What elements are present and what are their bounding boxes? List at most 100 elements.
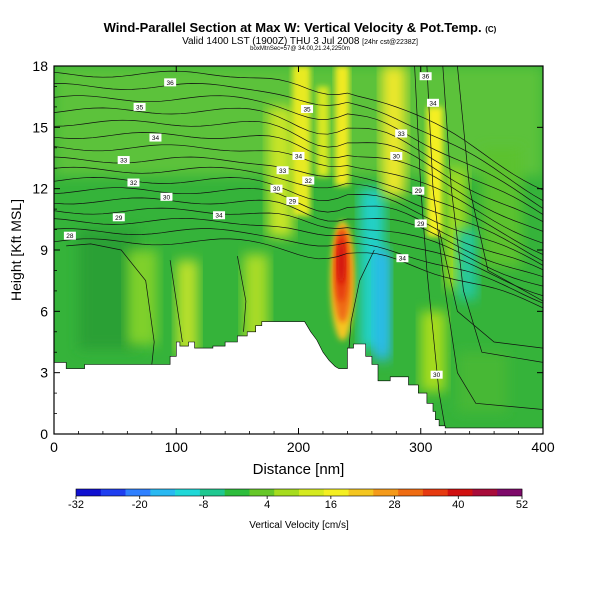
theta-label-bg: [426, 98, 439, 107]
theta-label-bg: [414, 219, 427, 228]
colorbar-tick-label: 52: [516, 499, 528, 511]
theta-label-text: 29: [415, 188, 423, 195]
field-patch-9: [335, 66, 350, 186]
colorbar-swatch: [274, 489, 300, 496]
theta-label: 29: [414, 219, 427, 228]
theta-label-bg: [390, 151, 403, 160]
theta-contour: [54, 228, 543, 304]
theta-label-text: 32: [130, 180, 138, 187]
theta-label: 34: [396, 254, 409, 263]
theta-label: 35: [301, 104, 314, 113]
theta-contour: [54, 166, 543, 262]
theta-label: 34: [149, 133, 162, 142]
theta-label-text: 34: [215, 213, 223, 220]
theta-label: 33: [117, 156, 130, 165]
x-tick-label: 200: [287, 439, 311, 455]
theta-label-text: 33: [120, 158, 128, 165]
theta-contour: [169, 260, 183, 343]
theta-label-text: 30: [273, 186, 281, 193]
colorbar-swatch: [323, 489, 349, 496]
theta-label-text: 35: [303, 106, 311, 113]
theta-label-text: 35: [136, 104, 144, 111]
theta-contour: [54, 238, 543, 309]
colorbar-swatch: [373, 489, 399, 496]
colorbar-swatch: [447, 489, 473, 496]
chart-title: Wind-Parallel Section at Max W: Vertical…: [0, 20, 600, 35]
field-patch-16: [481, 147, 522, 268]
theta-label-bg: [292, 151, 305, 160]
theta-label: 34: [213, 211, 226, 220]
y-tick-label: 15: [32, 119, 48, 135]
theta-label-text: 34: [399, 256, 407, 263]
field-patch-13: [426, 106, 443, 237]
colorbar-swatch: [175, 489, 201, 496]
theta-label: 33: [395, 129, 408, 138]
colorbar-swatch: [472, 489, 498, 496]
theta-contour: [414, 66, 446, 428]
forecast-note: [24hr cst@2238Z]: [362, 39, 418, 46]
theta-label-bg: [133, 102, 146, 111]
theta-label: 30: [430, 370, 443, 379]
colorbar: -32 -20 -8 4 16 28 40 52 Vertical Velocity [cm/s…: [68, 488, 528, 531]
theta-contours: [54, 66, 543, 428]
theta-contour: [54, 156, 543, 255]
x-tick-label: 300: [409, 439, 433, 455]
theta-label-text: 29: [289, 198, 297, 205]
terrain: [53, 321, 544, 435]
theta-label-text: 28: [66, 233, 74, 240]
theta-label: 33: [276, 166, 289, 175]
x-tick-label: 0: [50, 439, 58, 455]
theta-label: 30: [390, 151, 403, 160]
updraft-core-4: [337, 240, 345, 285]
theta-label-group: 36 35 34 33 32 30 29 28 34 35 34 33 32 30 29 36 34 33 30 29…: [63, 72, 443, 379]
theta-contour: [54, 119, 543, 223]
field-patch-18: [457, 352, 508, 413]
section-info: boxMtnSec=57@ 34.00,21.24,2250m: [250, 46, 350, 52]
theta-label-bg: [396, 254, 409, 263]
y-axis-label: Height [Kft MSL]: [8, 199, 24, 301]
colorbar-swatch: [125, 489, 151, 496]
theta-label-text: 30: [433, 372, 441, 379]
theta-label-bg: [419, 72, 432, 81]
theta-label-bg: [302, 176, 315, 185]
theta-label-bg: [412, 186, 425, 195]
colorbar-swatch: [422, 489, 448, 496]
x-axis-label: Distance [nm]: [253, 461, 345, 478]
colorbar-tick-label: 40: [452, 499, 464, 511]
theta-label-bg: [127, 178, 140, 187]
theta-contour: [54, 132, 543, 232]
colorbar-swatch: [299, 489, 325, 496]
colorbar-tick-label: 28: [388, 499, 400, 511]
chart-subtitle: Valid 1400 LST (1900Z) THU 3 Jul 2008 [2…: [0, 36, 600, 47]
x-tick-label: 400: [531, 439, 555, 455]
colorbar-swatch: [398, 489, 424, 496]
y-tick-label: 6: [40, 303, 48, 319]
theta-contour: [457, 66, 543, 302]
theta-label-text: 34: [295, 153, 303, 160]
theta-label-bg: [63, 231, 76, 240]
y-tick-label: 0: [40, 426, 48, 442]
colorbar-swatch: [100, 489, 126, 496]
field-patch-17: [420, 311, 446, 392]
theta-contour: [54, 70, 543, 191]
theta-label: 34: [292, 151, 305, 160]
theta-contour: [54, 83, 543, 202]
theta-contour: [54, 197, 543, 278]
y-tick-label: 12: [32, 181, 48, 197]
colorbar-swatch: [199, 489, 225, 496]
theta-contour: [426, 66, 543, 410]
theta-label-bg: [270, 184, 283, 193]
colorbar-swatch: [150, 489, 176, 496]
theta-label: 29: [286, 196, 299, 205]
y-tick-label: 3: [40, 365, 48, 381]
theta-label-bg: [395, 129, 408, 138]
theta-contour: [347, 249, 375, 369]
theta-label: 34: [426, 98, 439, 107]
theta-label-bg: [117, 156, 130, 165]
colorbar-tick-label: 4: [264, 499, 270, 511]
x-tick-label: 100: [165, 439, 189, 455]
colorbar-swatch: [348, 489, 374, 496]
theta-label: 32: [127, 178, 140, 187]
theta-label-text: 33: [279, 168, 287, 175]
